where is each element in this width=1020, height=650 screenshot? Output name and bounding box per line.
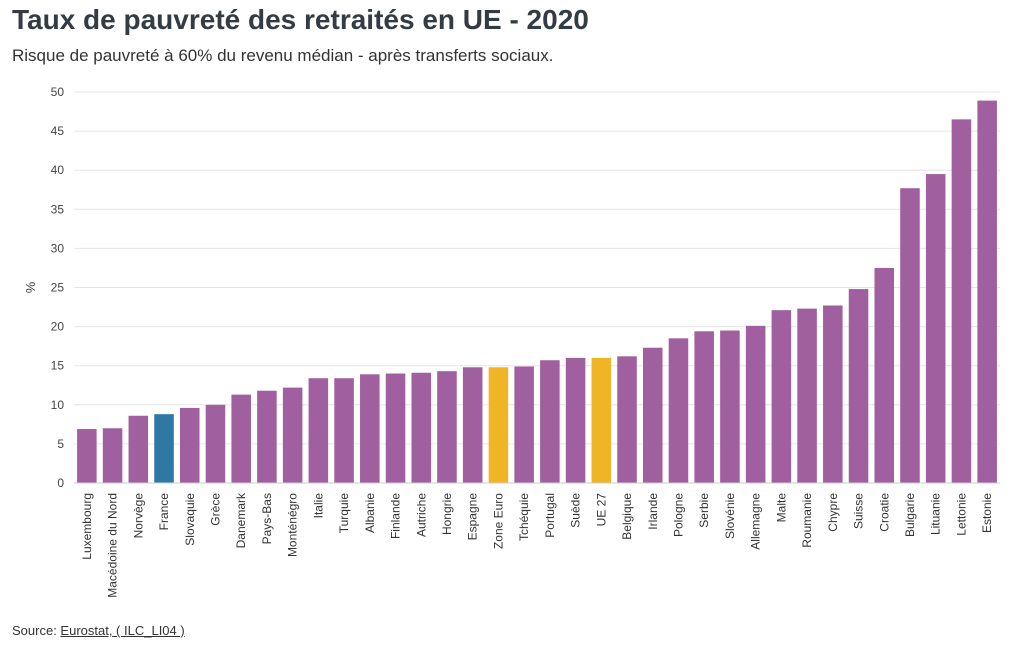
x-tick-label: Macédoine du Nord	[106, 493, 120, 598]
bar-hongrie	[437, 371, 457, 483]
x-tick-label: Serbie	[697, 493, 711, 528]
x-tick-label: Autriche	[414, 493, 428, 537]
y-tick-label: 10	[51, 398, 65, 412]
x-tick-label: Zone Euro	[491, 493, 505, 549]
bar-finlande	[385, 373, 406, 483]
x-tick-label: France	[157, 493, 171, 531]
bar-bulgarie	[900, 188, 920, 483]
x-tick-label: Italie	[311, 493, 325, 519]
bar-albanie	[360, 374, 380, 483]
x-tick-label: UE 27	[594, 493, 608, 527]
bar-mac-doine-du-nord	[102, 428, 123, 483]
x-tick-label: Croatie	[877, 493, 891, 532]
y-tick-label: 45	[51, 124, 65, 138]
x-tick-label: Suisse	[852, 493, 866, 529]
bar-danemark	[231, 394, 251, 483]
y-tick-label: 0	[57, 476, 64, 490]
x-tick-label: Espagne	[466, 493, 480, 541]
x-tick-label: Turquie	[337, 493, 351, 534]
bar-belgique	[617, 356, 637, 483]
x-tick-label: Monténégro	[286, 493, 300, 557]
bar-mont-n-gro	[282, 387, 303, 483]
bar-lettonie	[951, 119, 972, 484]
grid-lines	[74, 91, 1000, 445]
x-tick-label: Pologne	[671, 493, 685, 537]
bar-turquie	[334, 378, 354, 483]
y-tick-label: 5	[57, 437, 64, 451]
y-tick-label: 35	[51, 202, 65, 216]
x-tick-label: Norvège	[131, 493, 145, 539]
bar-gr-ce	[205, 404, 226, 483]
x-tick-label: Portugal	[543, 493, 557, 538]
bar-allemagne	[745, 325, 766, 483]
x-tick-label: Lituanie	[929, 493, 943, 535]
bar-tch-quie	[514, 366, 534, 483]
x-tick-label: Slovaquie	[183, 493, 197, 546]
x-tick-label: Tchéquie	[517, 493, 531, 541]
bar-ue-27	[591, 357, 612, 483]
x-tick-label: Grèce	[208, 493, 222, 526]
bar-pays-bas	[257, 390, 277, 483]
bar-italie	[308, 378, 329, 483]
bar-irlande	[642, 347, 663, 483]
bar-croatie	[874, 267, 895, 483]
bar-autriche	[411, 372, 432, 483]
bar-chypre	[823, 305, 843, 483]
bar-slovaquie	[179, 407, 200, 483]
bar-malte	[771, 310, 792, 483]
chart-title: Taux de pauvreté des retraités en UE - 2…	[12, 4, 589, 35]
y-tick-label: 40	[51, 163, 65, 177]
x-axis-ticks: Luxembourg Macédoine du Nord Norvège France…	[80, 492, 994, 598]
bar-estonie	[977, 100, 997, 484]
x-tick-label: Irlande	[646, 493, 660, 530]
x-tick-label: Finlande	[389, 493, 403, 539]
x-tick-label: Luxembourg	[80, 493, 94, 560]
y-tick-label: 15	[51, 359, 65, 373]
source-link[interactable]: Eurostat, ( ILC_LI04 )	[60, 623, 185, 638]
x-tick-label: Belgique	[620, 493, 634, 540]
bar-zone-euro	[488, 367, 509, 483]
source-note: Source: Eurostat, ( ILC_LI04 )	[12, 623, 185, 638]
y-tick-label: 50	[51, 85, 65, 99]
x-tick-label: Albanie	[363, 493, 377, 533]
bar-lituanie	[925, 174, 946, 484]
bar-roumanie	[797, 308, 817, 483]
bar-norv-ge	[128, 415, 149, 483]
x-tick-label: Allemagne	[749, 493, 763, 550]
x-tick-label: Roumanie	[800, 493, 814, 548]
x-tick-label: Hongrie	[440, 493, 454, 535]
bar-france	[154, 414, 174, 483]
source-prefix: Source:	[12, 623, 61, 638]
y-tick-label: 30	[51, 241, 65, 255]
bar-suisse	[848, 289, 869, 483]
chart-subtitle: Risque de pauvreté à 60% du revenu média…	[12, 46, 554, 65]
bar-espagne	[462, 367, 483, 483]
y-axis-ticks: 0 5 10 15 20 25 30 35 40 45 50	[51, 85, 65, 490]
x-tick-label: Pays-Bas	[260, 493, 274, 544]
x-tick-label: Slovénie	[723, 493, 737, 539]
bar-luxembourg	[77, 429, 97, 483]
bar-portugal	[540, 360, 560, 483]
bar-slov-nie	[720, 330, 740, 483]
bar-su-de	[565, 357, 586, 483]
x-tick-label: Malte	[774, 493, 788, 523]
y-tick-label: 20	[51, 320, 65, 334]
x-tick-label: Suède	[569, 493, 583, 528]
bar-serbie	[694, 331, 714, 483]
x-tick-label: Danemark	[234, 492, 248, 548]
x-tick-label: Lettonie	[954, 493, 968, 536]
x-tick-label: Estonie	[980, 493, 994, 533]
x-tick-label: Chypre	[826, 493, 840, 532]
bar-pologne	[668, 338, 689, 483]
y-tick-label: 25	[51, 281, 65, 295]
bars	[77, 100, 997, 484]
y-axis-label: %	[23, 281, 38, 293]
x-tick-label: Bulgarie	[903, 493, 917, 537]
